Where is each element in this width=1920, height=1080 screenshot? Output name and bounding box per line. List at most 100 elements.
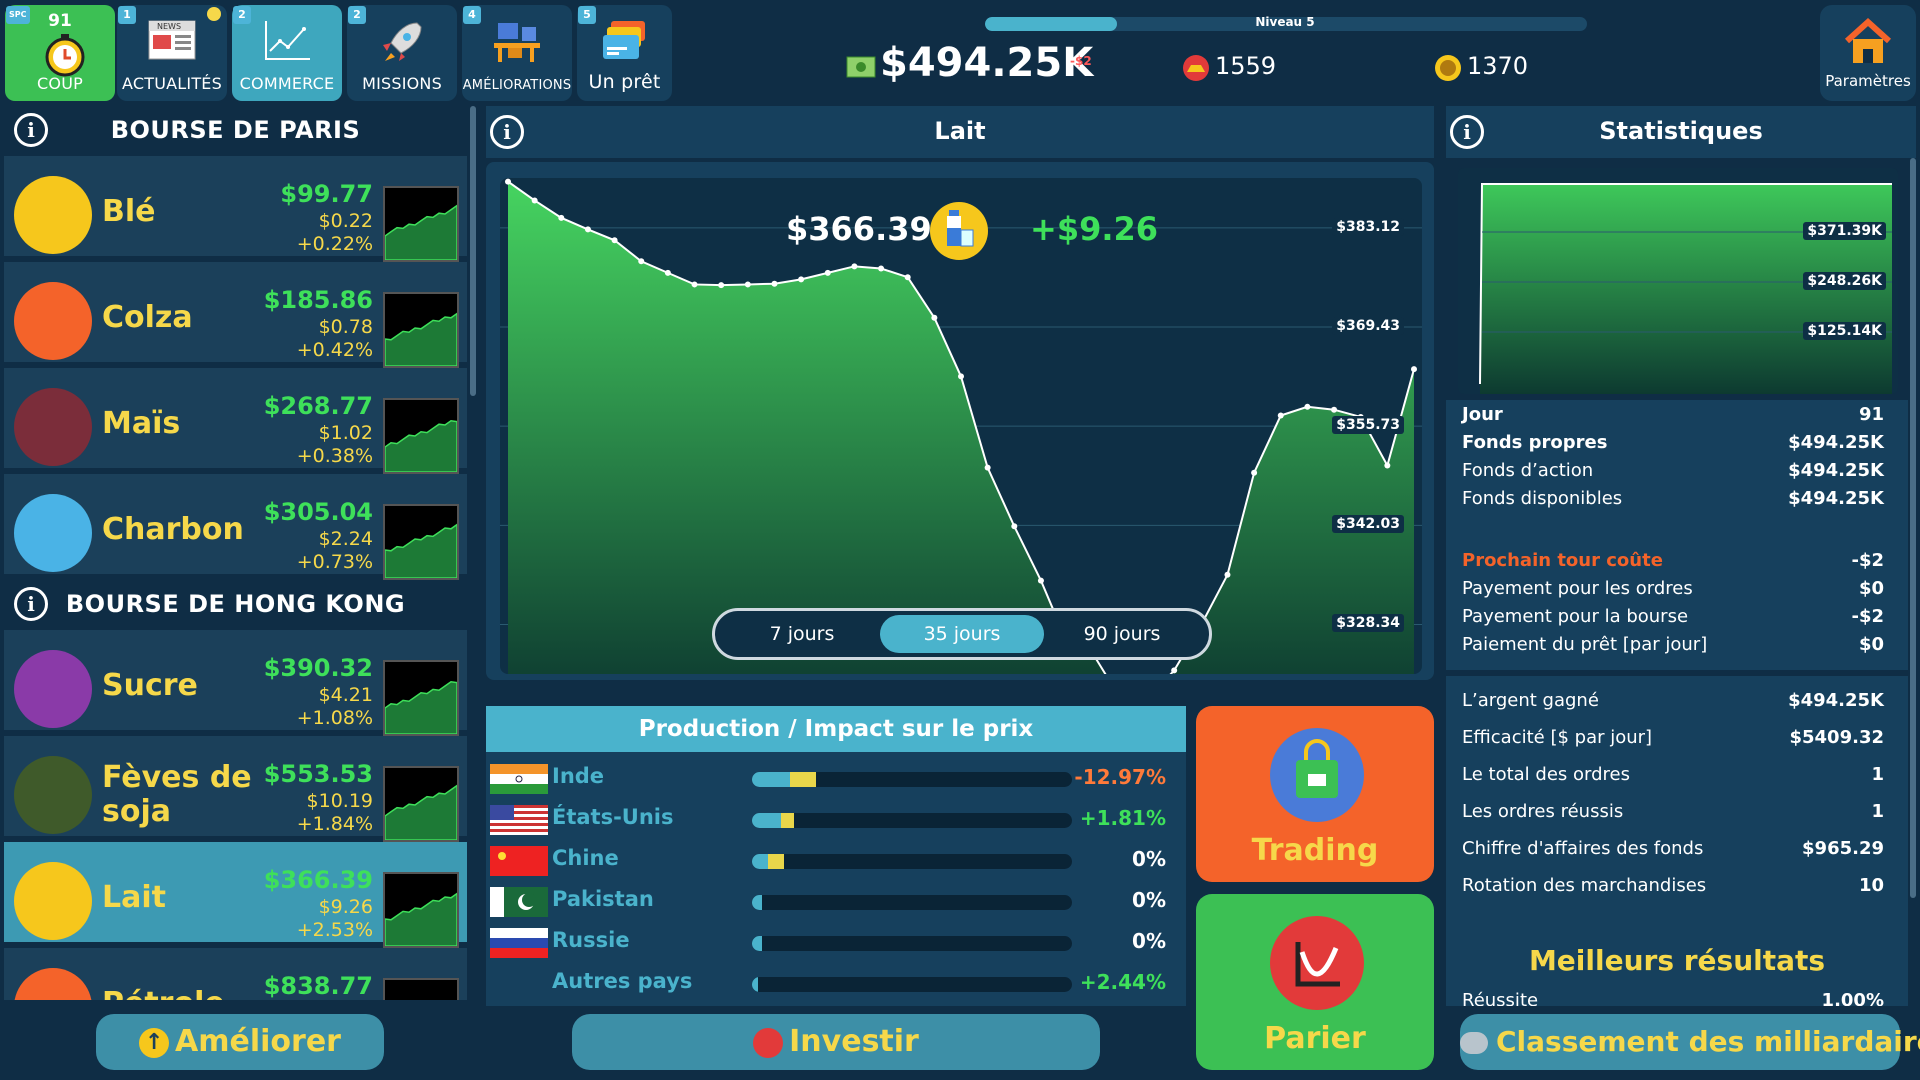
range-35-days[interactable]: 35 jours [880, 615, 1044, 653]
chart-line-icon [265, 21, 310, 60]
settings-button[interactable]: Paramètres [1820, 5, 1916, 101]
equity-tick: $371.39K [1803, 222, 1886, 240]
home-icon [1844, 17, 1892, 63]
commodity-change: $2.24 [318, 528, 373, 550]
next-turn-button[interactable]: SPC 91 COUP [5, 5, 115, 101]
commodity-row[interactable]: Fèves de soja $553.53 $10.19 +1.84% [4, 736, 467, 842]
country-flag-icon [490, 805, 548, 835]
commodity-price: $838.77 [263, 972, 373, 1000]
stat-value: -$2 [1851, 550, 1884, 571]
stat-key: Payement pour les ordres [1462, 578, 1693, 599]
commodity-row[interactable]: Maïs $268.77 $1.02 +0.38% [4, 368, 467, 474]
commodity-percent: +1.08% [296, 707, 373, 729]
piggy-bank-icon [1460, 1032, 1488, 1054]
production-bar [752, 895, 1072, 910]
commodity-row[interactable]: Lait $366.39 $9.26 +2.53% [4, 842, 467, 948]
list-scrollbar[interactable] [470, 106, 476, 396]
commodity-list: i BOURSE DE PARIS Blé $99.77 $0.22 +0.22% Co… [4, 106, 467, 1000]
invest-label: Investir [789, 1024, 919, 1059]
price-point [931, 314, 938, 321]
bet-label: Parier [1264, 1021, 1366, 1056]
commodity-row[interactable]: Sucre $390.32 $4.21 +1.08% [4, 630, 467, 736]
news-button[interactable]: 1 NEWS ACTUALITÉS [117, 5, 227, 101]
production-row: Chine 0% [486, 840, 1186, 880]
sparkline-chart [383, 872, 459, 948]
commodity-row[interactable]: Pétrole $838.77 [4, 948, 467, 1000]
commodity-row[interactable]: Colza $185.86 $0.78 +0.42% [4, 262, 467, 368]
sparkline-chart [383, 292, 459, 368]
stats-scrollbar[interactable] [1910, 158, 1916, 898]
stat-key: Rotation des marchandises [1462, 875, 1707, 896]
loan-button[interactable]: 5 Un prêt [577, 5, 672, 101]
commodity-percent: +2.53% [296, 919, 373, 941]
newspaper-icon: NEWS [148, 20, 196, 60]
price-area [508, 181, 1414, 674]
level-progress-bar [985, 17, 1587, 31]
billionaires-ranking-button[interactable]: Classement des milliardaires [1460, 1014, 1920, 1070]
price-point [1331, 406, 1338, 413]
sparkline-area [384, 784, 458, 841]
invest-button[interactable]: Investir [572, 1014, 1100, 1070]
commodity-name: Charbon [102, 512, 244, 547]
commerce-button[interactable]: 2 COMMERCE [232, 5, 342, 101]
production-row: Autres pays +2.44% [486, 963, 1186, 1003]
money-balance: $494.25K [880, 40, 1094, 86]
stat-value: 1 [1871, 764, 1884, 785]
country-name: Pakistan [552, 887, 654, 911]
top-bar: SPC 91 COUP 1 NEWS ACTUALITÉS 2 COMMERCE… [0, 0, 1920, 104]
price-point [904, 274, 911, 281]
commodity-name: Colza [102, 300, 193, 335]
upgrades-button[interactable]: 4 AMÉLIORATIONS [462, 5, 572, 101]
range-90-days[interactable]: 90 jours [1083, 623, 1161, 645]
commodity-header: i Lait [486, 106, 1434, 158]
commodity-percent: +0.42% [296, 339, 373, 361]
price-point [984, 464, 991, 471]
price-point [1224, 571, 1231, 578]
trading-button[interactable]: Trading [1196, 706, 1434, 882]
turn-counter: 91 [48, 11, 72, 31]
stat-row: Payement pour les ordres $0 [1462, 578, 1884, 606]
price-point [691, 281, 698, 288]
commodity-row[interactable]: Blé $99.77 $0.22 +0.22% [4, 156, 467, 262]
price-chart: $366.39 +$9.26 $383.12 $369.43 $355.73 $342… [500, 178, 1422, 674]
commodity-name: Lait [102, 880, 166, 915]
price-impact: 0% [1132, 929, 1166, 953]
commodity-icon [14, 282, 92, 360]
range-7-days[interactable]: 7 jours [769, 623, 835, 645]
missions-label: MISSIONS [362, 74, 442, 93]
price-impact: +1.81% [1079, 806, 1166, 830]
commodity-row[interactable]: Charbon $305.04 $2.24 +0.73% [4, 474, 467, 580]
commodity-name: Sucre [102, 668, 198, 703]
commodity-change: $9.26 [318, 896, 373, 918]
stat-key: Paiement du prêt [par jour] [1462, 634, 1708, 655]
stat-value: $5409.32 [1789, 727, 1884, 748]
stat-value: $494.25K [1788, 690, 1884, 711]
stat-row: Prochain tour coûte -$2 [1462, 550, 1884, 578]
info-icon[interactable]: i [14, 587, 48, 621]
bet-button[interactable]: Parier [1196, 894, 1434, 1070]
commodity-name: Fèves de soja [102, 760, 252, 829]
price-point [531, 197, 538, 204]
stat-key: Les ordres réussis [1462, 801, 1624, 822]
commodity-price: $305.04 [263, 498, 373, 526]
price-delta: +$9.26 [1030, 210, 1159, 248]
y-tick-label: $369.43 [1332, 316, 1404, 335]
rocket-icon [383, 22, 422, 61]
sparkline-area [384, 204, 458, 261]
info-icon[interactable]: i [1450, 115, 1484, 149]
sparkline-chart [383, 766, 459, 842]
stat-row: Paiement du prêt [par jour] $0 [1462, 634, 1884, 662]
production-row: Pakistan 0% [486, 881, 1186, 921]
upgrade-button[interactable]: ↑ Améliorer [96, 1014, 384, 1070]
y-tick-label: $342.03 [1332, 515, 1404, 534]
svg-text:NEWS: NEWS [157, 22, 181, 31]
missions-badge: 2 [348, 6, 366, 24]
production-bar [752, 772, 1072, 787]
missions-button[interactable]: 2 MISSIONS [347, 5, 457, 101]
commodity-percent: +1.84% [296, 813, 373, 835]
info-icon[interactable]: i [490, 115, 524, 149]
info-icon[interactable]: i [14, 113, 48, 147]
commerce-label: COMMERCE [239, 74, 335, 93]
price-point [584, 226, 591, 233]
price-point [958, 373, 964, 380]
